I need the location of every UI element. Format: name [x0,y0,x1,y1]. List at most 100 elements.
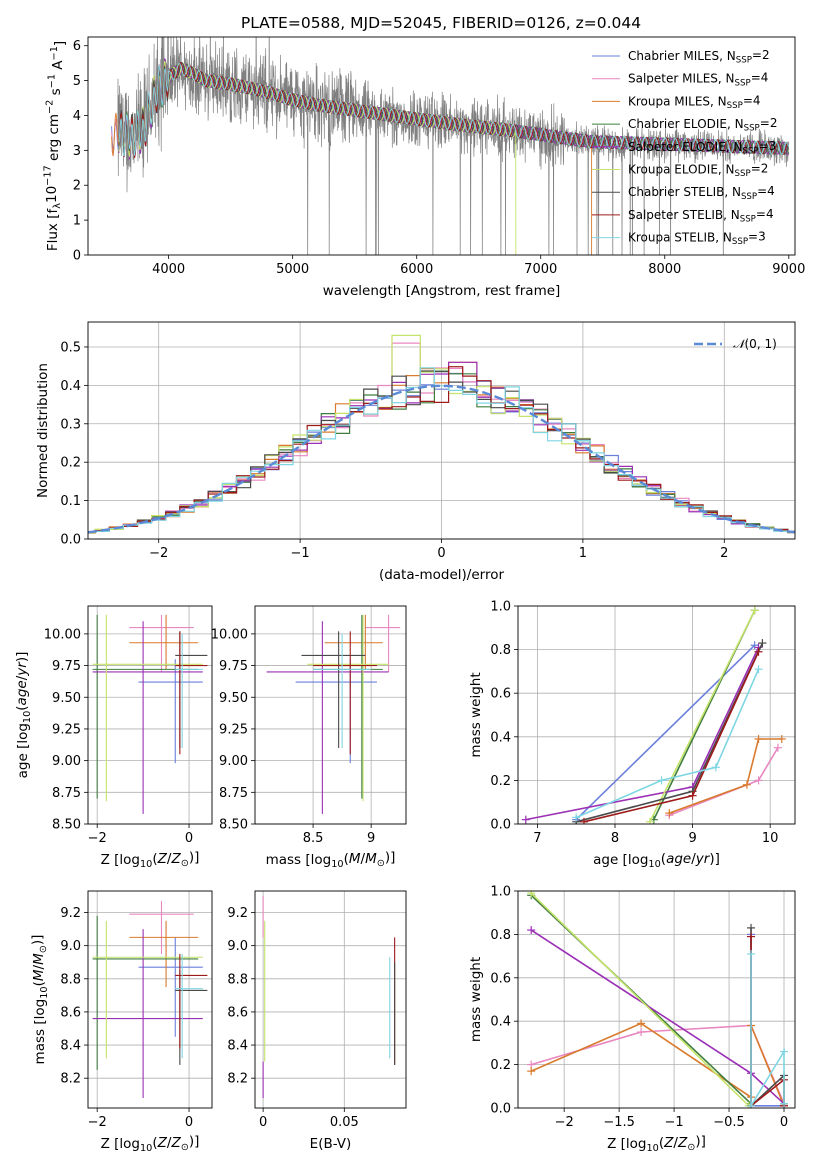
axes-frame [517,890,796,1109]
spectrum-model-line [118,61,789,158]
gaussian-curve [88,384,795,534]
legend-label: Salpeter MILES, NSSP=4 [628,71,768,89]
legend-label: Kroupa STELIB, NSSP=3 [628,230,766,248]
plot-area [92,614,208,814]
y-tick-label: 9.2 [227,906,248,921]
panel-age-vs-Z: −2 0 8.50 8.75 9.00 9.25 9.50 9.75 10.00 Z [log10… [14,605,213,870]
x-tick-label: −2 [555,1115,574,1130]
y-tick-label: 10.00 [44,627,81,642]
x-tick-label: 0 [185,1115,193,1130]
x-axis-label: Z [log10(Z/Z⊙)] [607,1134,706,1154]
y-tick-label: 0.2 [490,774,511,789]
x-tick-label: 7000 [524,262,557,277]
y-tick-label: 0.2 [490,1058,511,1073]
grid [518,605,795,825]
y-axis-label: age [log10(age/yr)] [14,652,33,779]
legend-label: Kroupa MILES, NSSP=4 [628,93,761,111]
legend-label: 𝒩(0, 1) [733,337,777,351]
axes-frame [87,605,213,825]
ticks: −2 −1 0 1 2 0.0 0.1 0.2 0.3 0.4 0.5 [60,340,728,561]
weight-line [530,892,750,1107]
y-tick-label: 3 [73,144,81,159]
x-tick-label: 0.05 [330,1115,359,1130]
axes-frame [254,890,407,1109]
y-tick-label: 9.0 [60,939,81,954]
y-tick-label: 9.2 [60,906,81,921]
legend-label: Chabrier MILES, NSSP=2 [628,48,770,66]
ticks: −2 0 8.2 8.4 8.6 8.8 9.0 9.2 [60,906,193,1130]
grid [255,606,406,825]
panel-spectrum: 4000 5000 6000 7000 8000 9000 0 1 2 3 4 5 6 wavelengt… [43,36,806,299]
y-tick-label: 4 [73,109,81,124]
y-tick-label: 0.4 [490,730,511,745]
x-tick-label: 8.5 [303,831,324,846]
weight-line [575,642,764,823]
plot-area [88,334,795,534]
y-tick-label: 0.2 [60,456,81,471]
ticks: −2 0 8.50 8.75 9.00 9.25 9.50 9.75 10.00 [44,627,193,846]
panel-mass-vs-EBV: 0 0.05 8.2 8.4 8.6 8.8 9.0 9.2 E(B-V) [227,890,407,1152]
weight-line [669,747,779,817]
y-tick-label: 8.4 [60,1039,81,1054]
y-tick-label: 8.50 [219,818,248,833]
y-tick-label: 9.25 [219,722,248,737]
y-tick-label: 9.00 [219,754,248,769]
y-axis-label: Flux [fλ10−17 erg cm−2 s−1 A−1] [43,41,69,251]
y-tick-label: 0.6 [490,687,511,702]
x-axis-label: Z [log10(Z/Z⊙)] [101,850,200,870]
plot-area [262,895,396,1099]
y-tick-label: 1.0 [490,885,511,900]
x-tick-label: 0 [185,831,193,846]
x-tick-label: 9 [367,831,375,846]
x-axis-label: (data-model)/error [379,567,505,583]
y-tick-label: 0.1 [60,494,81,509]
y-tick-label: 9.00 [52,754,81,769]
weight-line [575,668,760,819]
x-tick-label: −1.5 [603,1115,635,1130]
y-tick-label: 8.4 [227,1039,248,1054]
x-tick-label: 8 [611,831,619,846]
legend-label: Chabrier ELODIE, NSSP=2 [628,116,777,134]
y-tick-label: 8.6 [227,1005,248,1020]
x-tick-label: 8000 [648,262,681,277]
axes-frame [254,605,407,825]
legend: Chabrier MILES, NSSP=2 Salpeter MILES, NS… [592,48,777,247]
axes-frame [87,36,796,256]
ticks: 4000 5000 6000 7000 8000 9000 0 1 2 3 4 5 6 [73,39,806,277]
legend-label: Salpeter STELIB, NSSP=4 [628,207,774,225]
x-tick-label: −1 [291,546,310,561]
y-tick-label: 8.6 [60,1005,81,1020]
x-tick-label: −2 [88,1115,107,1130]
y-tick-label: 9.0 [227,939,248,954]
x-tick-label: 4000 [152,262,185,277]
y-tick-label: 0 [73,249,81,264]
ticks: 0 0.05 8.2 8.4 8.6 8.8 9.0 9.2 [227,906,358,1130]
y-tick-label: 0.4 [490,1015,511,1030]
y-tick-label: 9.75 [219,659,248,674]
plot-area [111,37,790,255]
y-tick-label: 8.8 [227,972,248,987]
y-tick-label: 9.50 [52,691,81,706]
spectrum-model-line [118,58,790,160]
legend: 𝒩(0, 1) [694,337,777,351]
y-tick-label: 0.6 [490,971,511,986]
y-tick-label: 5 [73,74,81,89]
y-axis-label: mass [log10(M/M⊙)] [30,935,50,1065]
y-tick-label: 8.8 [60,972,81,987]
x-tick-label: 2 [720,546,728,561]
y-tick-label: 0.8 [490,643,511,658]
y-tick-label: 8.2 [60,1072,81,1087]
y-tick-label: 8.75 [219,786,248,801]
y-axis-label: mass weight [468,672,484,757]
grid [255,891,406,1108]
y-tick-label: 0.5 [60,340,81,355]
x-tick-label: 0 [437,546,445,561]
panel-weight-vs-age: 7 8 9 10 0.0 0.2 0.4 0.6 0.8 1.0 mass weight age [l… [468,600,796,870]
x-tick-label: 9000 [772,262,805,277]
y-tick-label: 8.50 [52,818,81,833]
panel-mass-vs-Z: −2 0 8.2 8.4 8.6 8.8 9.0 9.2 Z [log10(Z/Z⊙)] mass… [30,890,213,1154]
x-axis-label: age [log10(age/yr)] [593,851,720,870]
y-tick-label: 0.0 [490,1102,511,1117]
y-tick-label: 9.25 [52,722,81,737]
